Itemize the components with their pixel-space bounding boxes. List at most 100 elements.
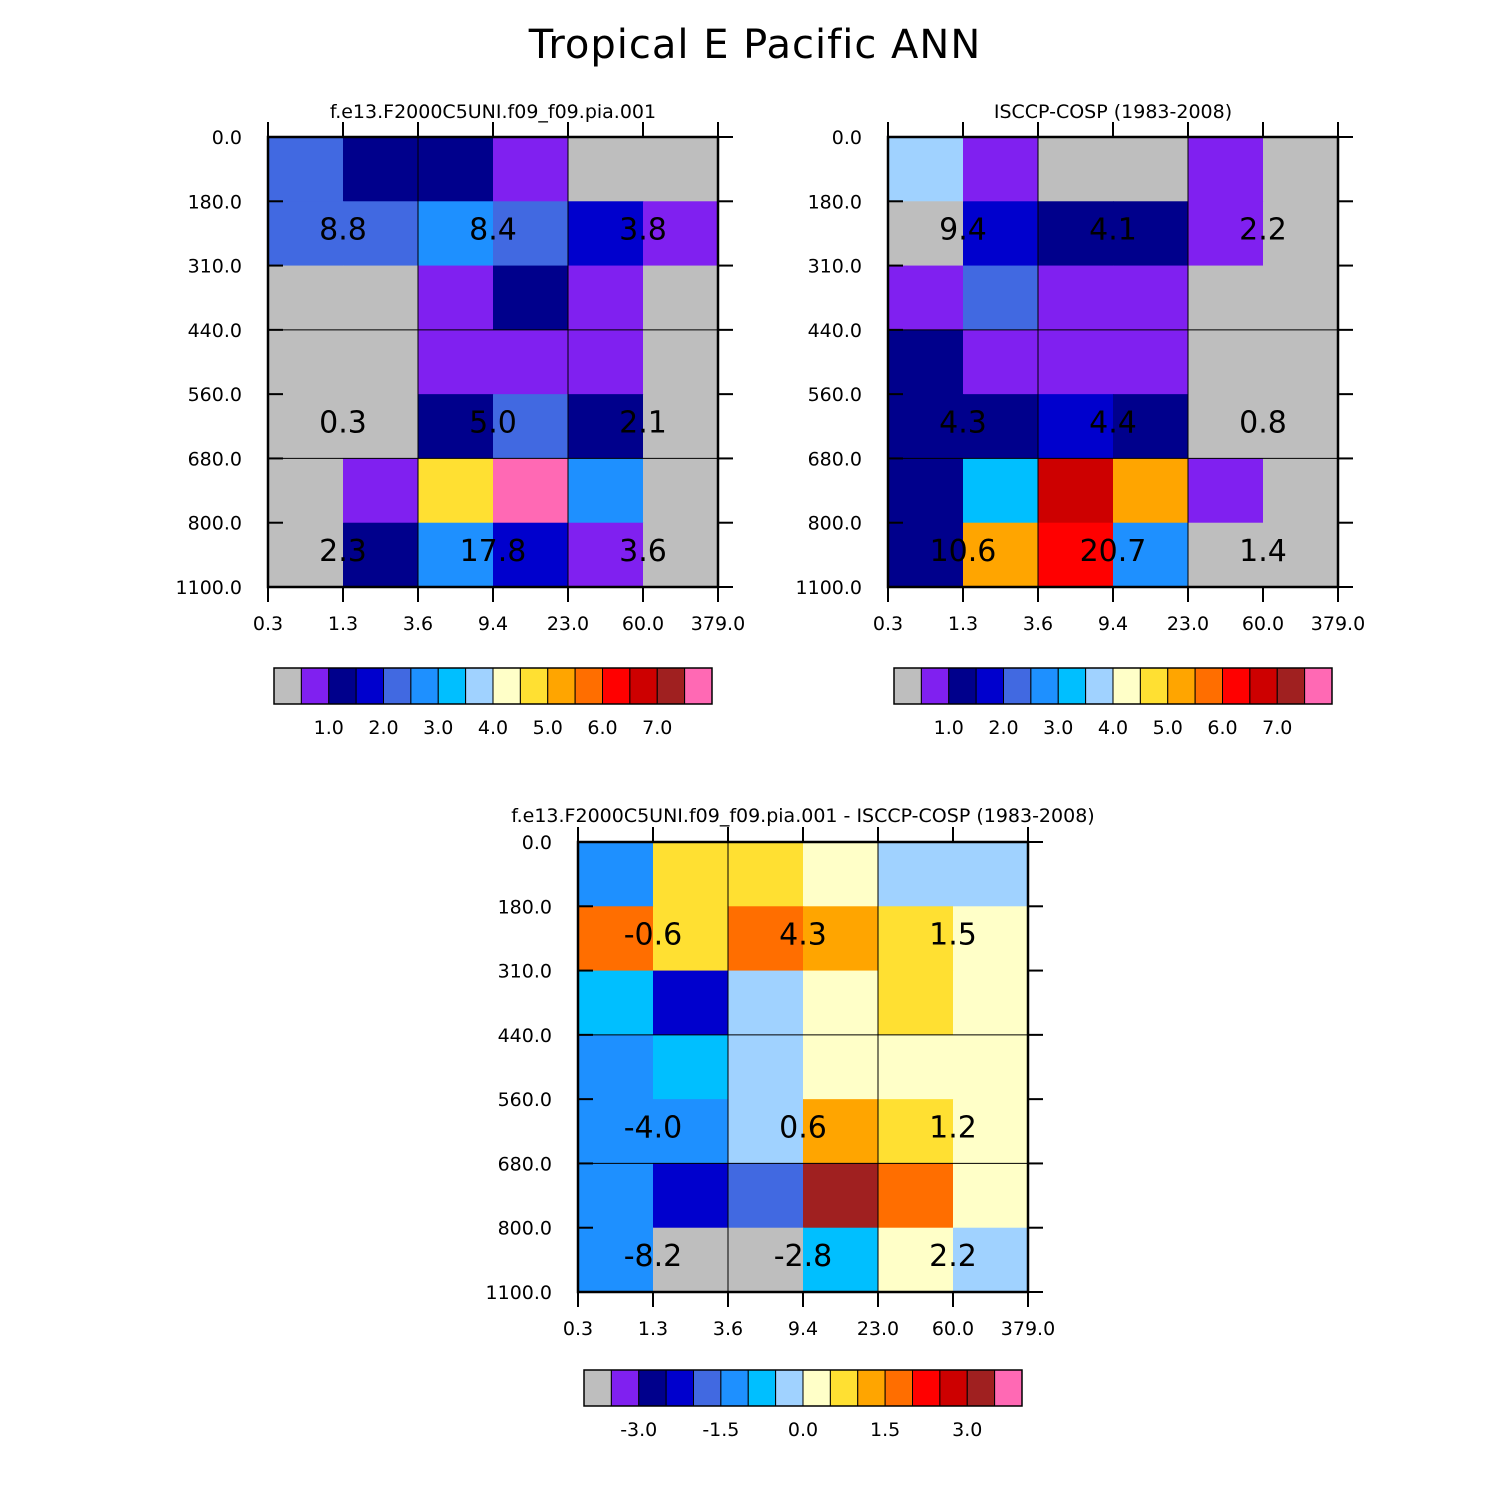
heatmap-cell (1038, 265, 1114, 331)
colorbar-swatch (966, 1369, 996, 1407)
x-tick-label: 0.3 (873, 613, 903, 635)
colorbar-swatch (1249, 667, 1278, 705)
colorbar-swatch (893, 667, 922, 705)
heatmap-cell (1263, 137, 1339, 202)
heatmap-cell (878, 842, 954, 907)
colorbar-swatch (492, 667, 521, 705)
colorbar-label: 3.0 (952, 1419, 982, 1441)
colorbar-swatch (939, 1369, 968, 1407)
colorbar-label: 4.0 (478, 717, 508, 739)
heatmap-cell (418, 201, 494, 267)
heatmap-cell (268, 522, 344, 588)
heatmap-cell (343, 201, 419, 267)
x-tick-label: 9.4 (788, 1318, 818, 1340)
colorbar-swatch (1222, 667, 1251, 705)
heatmap-cell (1188, 137, 1264, 202)
heatmap-cell (888, 329, 964, 395)
heatmap-cell (1038, 137, 1114, 202)
x-tick-label: 9.4 (1098, 613, 1128, 635)
heatmap-cell (1263, 201, 1339, 267)
x-tick-label: 1.3 (948, 613, 978, 635)
heatmap-cell (1113, 394, 1189, 460)
heatmap-cell (888, 394, 964, 460)
colorbar-swatch (1276, 667, 1306, 705)
x-tick-label: 0.3 (563, 1318, 593, 1340)
y-tick-label: 560.0 (498, 1089, 552, 1111)
heatmap-cell (953, 1163, 1029, 1229)
colorbar-swatch (775, 1369, 804, 1407)
y-tick-label: 0.0 (212, 127, 242, 149)
heatmap-cell (1263, 458, 1339, 524)
y-tick-label: 0.0 (832, 127, 862, 149)
colorbar-swatch (857, 1369, 886, 1407)
x-tick-label: 60.0 (622, 613, 664, 635)
colorbar-swatch (1112, 667, 1141, 705)
heatmap-cell (878, 906, 954, 972)
heatmap-cell (418, 522, 494, 588)
cell-value-label: 4.3 (779, 917, 827, 952)
heatmap-cell (643, 137, 719, 202)
cell-value-label: 1.2 (929, 1110, 977, 1145)
cell-value-label: -4.0 (624, 1110, 683, 1145)
heatmap-cell (578, 1099, 654, 1165)
cell-value-label: 2.2 (1239, 212, 1287, 247)
heatmap-cell (953, 1227, 1029, 1293)
panel-title: f.e13.F2000C5UNI.f09_f09.pia.001 (330, 101, 656, 123)
heatmap-cell (888, 522, 964, 588)
y-tick-label: 680.0 (808, 448, 862, 470)
colorbar-swatch (1057, 667, 1087, 705)
y-tick-label: 310.0 (188, 256, 242, 278)
heatmap-cell (1188, 522, 1264, 588)
heatmap-cell (493, 329, 569, 395)
heatmap-cell (803, 970, 879, 1036)
colorbar-swatch (920, 667, 950, 705)
colorbar-swatch (519, 667, 549, 705)
heatmap-cell (343, 394, 419, 460)
heatmap-cell (1188, 458, 1264, 524)
colorbar-swatch (410, 667, 439, 705)
heatmap-cell (888, 265, 964, 331)
colorbar-label: 1.0 (934, 717, 964, 739)
heatmap-cell (653, 1099, 729, 1165)
colorbar-label: 1.5 (870, 1419, 900, 1441)
heatmap-cell (953, 1034, 1029, 1100)
colorbar-swatch (465, 667, 494, 705)
heatmap-cell (653, 842, 729, 907)
x-tick-label: 60.0 (1242, 613, 1284, 635)
colorbar-label: 7.0 (642, 717, 672, 739)
page-title: Tropical E Pacific ANN (528, 22, 982, 68)
heatmap-cell (643, 394, 719, 460)
heatmap-cell (1263, 394, 1339, 460)
heatmap-cell (643, 265, 719, 331)
y-tick-label: 440.0 (498, 1025, 552, 1047)
heatmap-cell (963, 522, 1039, 588)
heatmap-cell (568, 458, 644, 524)
heatmap-cell (493, 265, 569, 331)
heatmap-cell (888, 458, 964, 524)
heatmap-cell (878, 1227, 954, 1293)
colorbar-swatch (328, 667, 357, 705)
y-tick-label: 180.0 (188, 191, 242, 213)
colorbar-label: 6.0 (1207, 717, 1237, 739)
x-tick-label: 23.0 (547, 613, 589, 635)
colorbar-swatch (1194, 667, 1223, 705)
colorbar-swatch (720, 1369, 749, 1407)
heatmap-cell (803, 1034, 879, 1100)
cell-value-label: 0.8 (1239, 405, 1287, 440)
colorbar-swatch (693, 1369, 722, 1407)
heatmap-cell (1188, 329, 1264, 395)
heatmap-cell (963, 394, 1039, 460)
heatmap-cell (878, 1099, 954, 1165)
cell-value-label: 17.8 (460, 534, 527, 569)
cell-value-label: 1.5 (929, 917, 977, 952)
x-tick-label: 23.0 (1167, 613, 1209, 635)
heatmap-cell (803, 1099, 879, 1165)
colorbar-label: -3.0 (620, 1419, 657, 1441)
colorbar-swatch (1030, 667, 1059, 705)
cell-value-label: 3.6 (619, 534, 667, 569)
colorbar-swatch (1085, 667, 1114, 705)
x-tick-label: 1.3 (638, 1318, 668, 1340)
colorbar-swatch (1003, 667, 1032, 705)
heatmap-cell (643, 458, 719, 524)
heatmap-cell (1113, 137, 1189, 202)
